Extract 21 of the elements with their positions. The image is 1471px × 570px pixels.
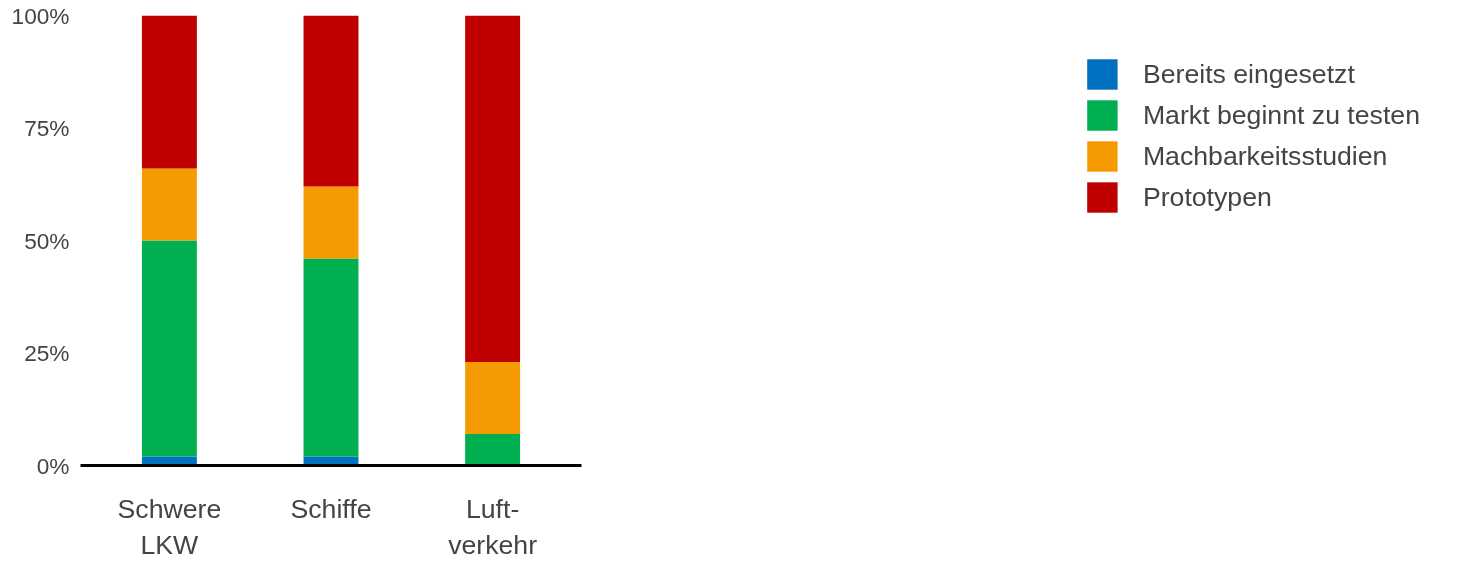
legend-label: Markt beginnt zu testen [1142, 99, 1420, 131]
bar [141, 168, 197, 241]
y-tick-label: 0% [36, 452, 70, 479]
legend-label: Machbarkeitsstudien [1142, 140, 1388, 172]
y-tick-label: 75% [24, 115, 70, 141]
x-tick-label: Schiffe [290, 493, 372, 524]
legend-label: Bereits eingesetzt [1142, 58, 1355, 90]
bar [303, 186, 359, 259]
bar [303, 258, 359, 457]
bar [465, 434, 521, 466]
bar [465, 362, 521, 434]
bar [141, 240, 197, 457]
bar [141, 15, 197, 169]
legend-label: Prototypen [1142, 181, 1272, 213]
y-tick-label: 50% [24, 227, 70, 254]
y-tick-label: 25% [24, 340, 70, 366]
y-tick-label: 100% [11, 2, 70, 29]
bar [465, 15, 521, 362]
bar [303, 15, 359, 187]
x-tick-label: Schwere LKW [117, 493, 222, 560]
x-tick-label: Luft- verkehr [448, 493, 538, 560]
